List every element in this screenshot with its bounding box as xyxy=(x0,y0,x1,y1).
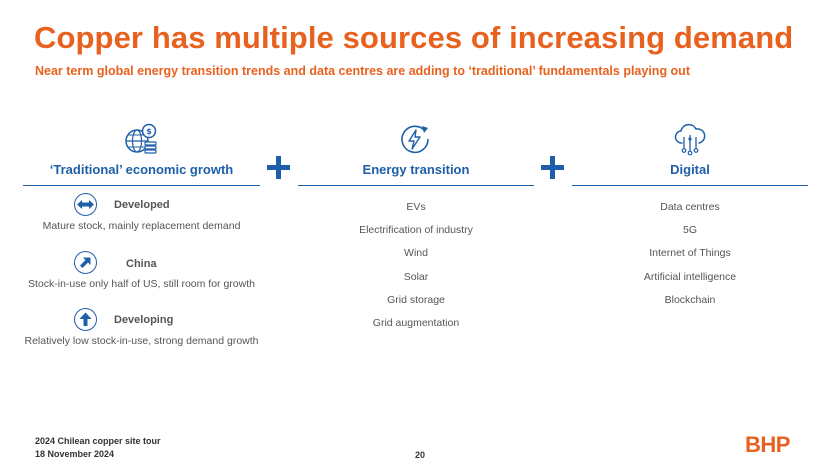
horizontal-arrows-icon xyxy=(74,193,97,216)
diagonal-up-arrow-icon xyxy=(74,251,97,274)
segment-china-title: China xyxy=(126,258,157,270)
svg-text:$: $ xyxy=(146,127,152,136)
segment-china: China Stock-in-use only half of US, stil… xyxy=(23,251,260,301)
digital-divider xyxy=(572,185,808,186)
list-item: 5G xyxy=(682,224,697,237)
list-item: Electrification of industry xyxy=(359,224,473,237)
energy-transition-divider xyxy=(298,185,534,186)
bhp-logo: BHP xyxy=(745,432,790,457)
page-number: 20 xyxy=(414,450,425,460)
lightning-refresh-icon xyxy=(398,122,432,161)
digital-heading: Digital xyxy=(670,162,710,177)
cloud-network-icon xyxy=(673,122,707,161)
footer-event: 2024 Chilean copper site tour xyxy=(35,436,161,446)
list-item: Solar xyxy=(403,270,429,283)
footer-info: 2024 Chilean copper site tour 18 Novembe… xyxy=(35,435,161,461)
list-item: Blockchain xyxy=(664,293,716,306)
list-item: EVs xyxy=(406,201,426,213)
footer-date: 18 November 2024 xyxy=(35,449,115,459)
segment-developed: Developed Mature stock, mainly replaceme… xyxy=(23,193,260,243)
plus-icon xyxy=(541,156,564,184)
list-item: Grid augmentation xyxy=(372,316,460,329)
digital-list: Data centres 5G Internet of Things Artif… xyxy=(572,200,808,316)
traditional-growth-heading: ‘Traditional’ economic growth xyxy=(49,162,234,177)
energy-transition-list: EVs Electrification of industry Wind Sol… xyxy=(298,200,534,339)
segment-developing: Developing Relatively low stock-in-use, … xyxy=(23,308,260,358)
segment-developing-description: Relatively low stock-in-use, strong dema… xyxy=(24,335,259,347)
segment-china-description: Stock-in-use only half of US, still room… xyxy=(27,278,255,290)
list-item: Data centres xyxy=(660,201,720,213)
segment-developed-description: Mature stock, mainly replacement demand xyxy=(42,220,241,232)
globe-coins-icon: $ xyxy=(123,122,159,161)
energy-transition-heading: Energy transition xyxy=(362,162,470,177)
list-item: Wind xyxy=(404,247,428,260)
page-subtitle: Near term global energy transition trend… xyxy=(35,64,690,78)
list-item: Internet of Things xyxy=(649,247,731,260)
list-item: Artificial intelligence xyxy=(643,270,737,283)
segment-developing-title: Developing xyxy=(114,314,174,326)
segment-developed-title: Developed xyxy=(114,199,170,211)
page-title: Copper has multiple sources of increasin… xyxy=(34,20,794,55)
up-arrow-icon xyxy=(74,308,97,331)
plus-icon xyxy=(267,156,290,184)
traditional-growth-divider xyxy=(23,185,260,186)
list-item: Grid storage xyxy=(387,293,445,306)
